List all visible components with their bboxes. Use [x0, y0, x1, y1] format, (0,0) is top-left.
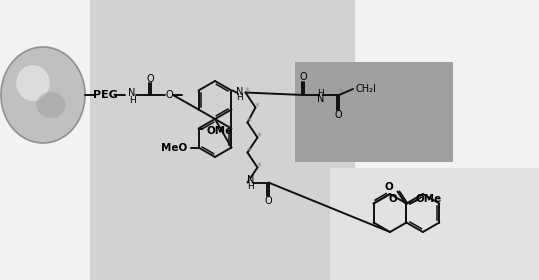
Text: OMe: OMe: [415, 193, 441, 204]
Ellipse shape: [16, 65, 50, 101]
Text: *: *: [255, 102, 260, 111]
Bar: [330, 168, 539, 280]
Text: PEG: PEG: [93, 90, 118, 100]
Text: N: N: [317, 94, 324, 104]
Ellipse shape: [36, 92, 66, 118]
Ellipse shape: [1, 47, 85, 143]
Text: *: *: [257, 162, 262, 171]
Text: N: N: [128, 88, 136, 98]
Text: O: O: [165, 90, 173, 100]
Text: *: *: [247, 116, 252, 127]
Text: O: O: [299, 72, 307, 82]
Bar: [90, 0, 355, 280]
Text: *: *: [245, 87, 250, 97]
Bar: [295, 62, 453, 162]
Text: OMe: OMe: [206, 125, 233, 136]
Text: N: N: [236, 87, 243, 97]
Text: N: N: [247, 174, 254, 185]
Text: H: H: [247, 182, 254, 191]
Text: *: *: [247, 176, 252, 186]
Text: H: H: [236, 93, 243, 102]
Text: *: *: [257, 132, 262, 141]
Text: MeO: MeO: [161, 143, 188, 153]
Text: CH₂I: CH₂I: [356, 84, 376, 94]
Text: H: H: [317, 88, 324, 97]
Text: O: O: [265, 195, 272, 206]
Text: O: O: [146, 74, 154, 84]
Text: H: H: [129, 95, 135, 104]
Text: *: *: [247, 146, 252, 157]
Text: O: O: [385, 182, 393, 192]
Text: O: O: [334, 110, 342, 120]
Text: O: O: [388, 193, 397, 204]
Text: *: *: [338, 88, 343, 98]
